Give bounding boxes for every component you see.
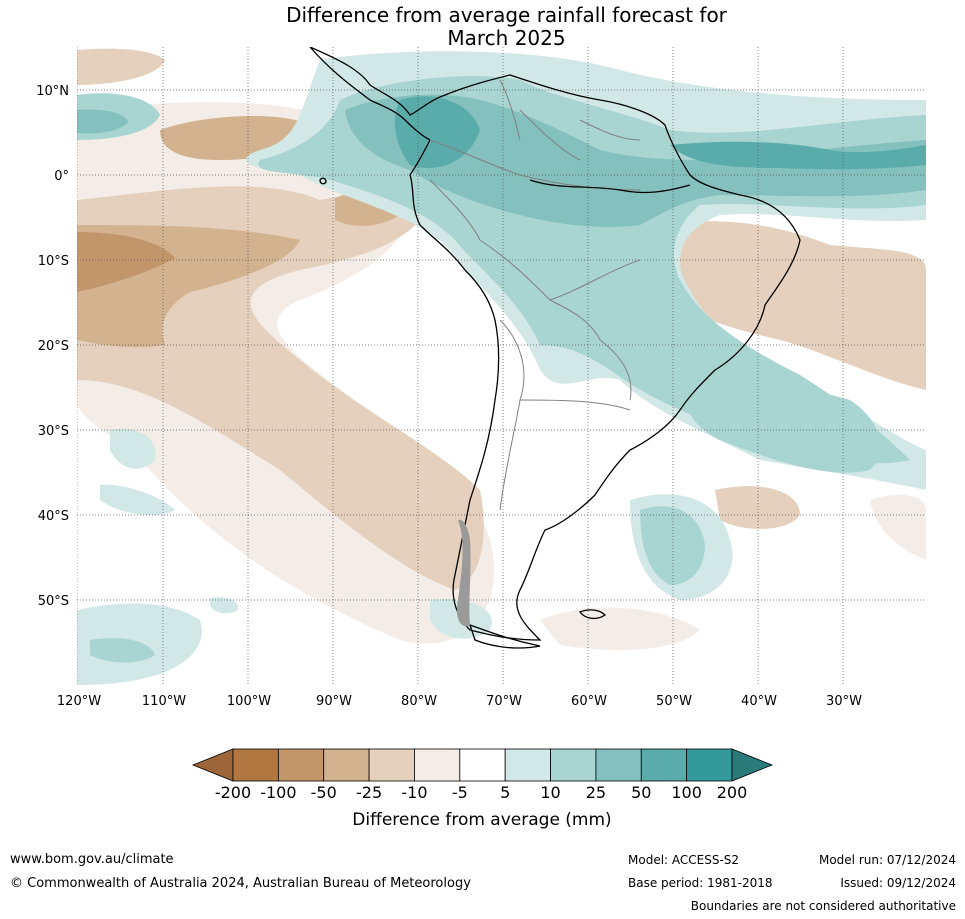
wet-region-northern-sa-strong bbox=[345, 94, 926, 227]
colorbar-swatch bbox=[459, 748, 506, 782]
colorbar-swatch bbox=[277, 748, 325, 782]
colorbar-tick-label: -50 bbox=[311, 783, 337, 802]
coastlines bbox=[309, 47, 801, 649]
dry-region-south-atlantic-east bbox=[870, 494, 926, 560]
colorbar-tick-label: 200 bbox=[717, 783, 748, 802]
galapagos-islands bbox=[319, 177, 327, 185]
latitude-label: 0° bbox=[54, 169, 69, 184]
wet-region-mid-atlantic-medium bbox=[640, 506, 705, 585]
longitude-label: 30°W bbox=[826, 694, 862, 709]
colorbar-tick-label: 100 bbox=[671, 783, 702, 802]
latitude-label: 10°S bbox=[38, 254, 69, 269]
longitude-label: 120°W bbox=[57, 694, 101, 709]
longitude-label: 40°W bbox=[741, 694, 777, 709]
wet-region-patch-2 bbox=[100, 484, 175, 516]
colorbar-tick-label: -200 bbox=[215, 783, 251, 802]
colorbar-tick-label: 25 bbox=[586, 783, 606, 802]
map-plot-area bbox=[77, 47, 926, 685]
wet-region-southwest-pacific bbox=[110, 429, 156, 469]
colorbar-swatch bbox=[550, 748, 597, 782]
colorbar-swatch bbox=[414, 748, 461, 782]
colorbar-extend-high bbox=[731, 748, 774, 782]
dry-anomaly-regions bbox=[77, 48, 926, 650]
colorbar-swatch bbox=[504, 748, 551, 782]
falkland-islands bbox=[578, 609, 607, 620]
colorbar-tick-label: -10 bbox=[401, 783, 427, 802]
colorbar-swatches bbox=[191, 748, 774, 782]
boundaries-disclaimer: Boundaries are not considered authoritat… bbox=[690, 899, 956, 913]
colorbar-swatch bbox=[595, 748, 642, 782]
title-line-1: Difference from average rainfall forecas… bbox=[286, 3, 727, 27]
colorbar-ticks: -200 -100 -50 -25 -10 -5 5 10 25 50 100 200 bbox=[215, 783, 747, 802]
website-link[interactable]: www.bom.gov.au/climate bbox=[10, 852, 174, 867]
dry-region-brazil bbox=[657, 221, 926, 390]
wet-region-southern-pacific-core bbox=[90, 638, 155, 663]
colorbar-swatch bbox=[323, 748, 370, 782]
latitude-labels: 10°N 0° 10°S 20°S 30°S 40°S 50°S bbox=[36, 84, 69, 609]
longitude-labels: 120°W 110°W 100°W 90°W 80°W 70°W 60°W 50°W 40°W 3… bbox=[57, 694, 862, 709]
colorbar-tick-label: 5 bbox=[500, 783, 510, 802]
colorbar-swatch bbox=[640, 748, 688, 782]
issued-date: Issued: 09/12/2024 bbox=[840, 876, 956, 890]
colorbar-swatch bbox=[232, 748, 279, 782]
wet-region-patch-1 bbox=[210, 597, 239, 614]
longitude-label: 60°W bbox=[571, 694, 607, 709]
longitude-label: 70°W bbox=[486, 694, 522, 709]
wet-anomaly-regions bbox=[77, 51, 926, 685]
copyright-text: © Commonwealth of Australia 2024, Austra… bbox=[10, 876, 471, 891]
title-line-2: March 2025 bbox=[447, 26, 566, 50]
colorbar-swatch bbox=[686, 748, 733, 782]
wet-region-atlantic-equatorial-core bbox=[670, 141, 926, 170]
longitude-label: 90°W bbox=[316, 694, 352, 709]
chart-title: Difference from average rainfall forecas… bbox=[0, 4, 965, 50]
longitude-label: 50°W bbox=[656, 694, 692, 709]
base-period: Base period: 1981-2018 bbox=[628, 876, 773, 890]
colorbar-tick-label: -25 bbox=[356, 783, 382, 802]
colorbar-tick-label: -100 bbox=[260, 783, 296, 802]
tierra-del-fuego bbox=[468, 623, 541, 649]
wet-region-colombia-core bbox=[394, 96, 480, 169]
wet-region-south-atlantic bbox=[685, 385, 881, 473]
amazon-river bbox=[529, 179, 691, 194]
colorbar-swatch bbox=[368, 748, 415, 782]
colorbar: -200 -100 -50 -25 -10 -5 5 10 25 50 100 200 Differe… bbox=[191, 748, 774, 830]
colorbar-tick-label: 50 bbox=[631, 783, 651, 802]
model-run-date: Model run: 07/12/2024 bbox=[818, 853, 956, 867]
dry-region-south-atlantic bbox=[715, 486, 800, 530]
latitude-label: 20°S bbox=[38, 339, 69, 354]
colorbar-tick-label: -5 bbox=[452, 783, 468, 802]
longitude-label: 110°W bbox=[142, 694, 186, 709]
latitude-label: 50°S bbox=[38, 594, 69, 609]
south-america-coastline bbox=[309, 47, 801, 641]
colorbar-extend-low bbox=[191, 748, 234, 782]
model-name: Model: ACCESS-S2 bbox=[628, 853, 740, 867]
dry-region-pacific-core bbox=[77, 232, 175, 292]
graticule bbox=[77, 47, 926, 685]
colorbar-label: Difference from average (mm) bbox=[352, 810, 611, 830]
latitude-label: 30°S bbox=[38, 424, 69, 439]
chilean-fjords bbox=[456, 519, 471, 627]
wet-region-west-pacific-core bbox=[77, 109, 128, 134]
dry-region-north-pacific bbox=[77, 48, 165, 85]
longitude-label: 80°W bbox=[401, 694, 437, 709]
latitude-label: 40°S bbox=[38, 509, 69, 524]
longitude-label: 100°W bbox=[227, 694, 271, 709]
dry-region-southern-ocean bbox=[540, 607, 700, 650]
latitude-label: 10°N bbox=[36, 84, 69, 99]
colorbar-tick-label: 10 bbox=[540, 783, 560, 802]
